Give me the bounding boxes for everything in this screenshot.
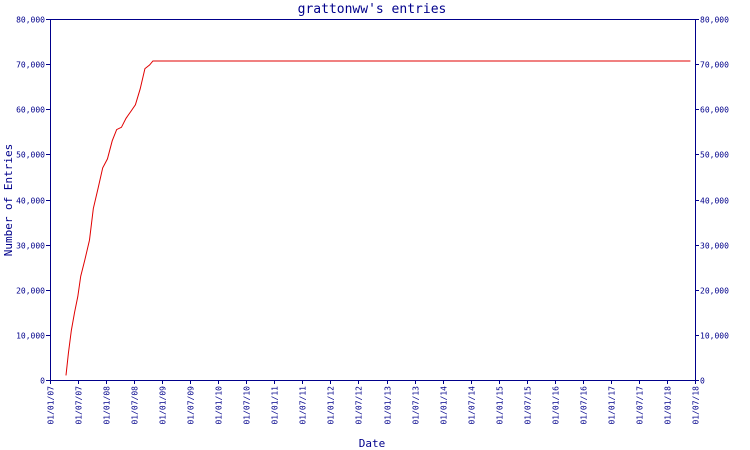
y-tick-label-left: 10,000 [16,332,45,341]
y-tick-label-right: 50,000 [700,151,729,160]
series-line-0 [65,60,691,376]
x-axis: 01/01/07 01/07/07 01/01/08 01/07/08 01/01/09… [47,380,701,425]
chart-title: grattonww's entries [298,2,447,17]
y-axis-left: 0 10,000 20,000 30,000 40,000 50,000 60,000 70,… [16,16,50,386]
x-tick-label: 01/01/15 [496,386,505,425]
x-tick-label: 01/01/08 [103,386,112,425]
y-axis-right: 0 10,000 20,000 30,000 40,000 50,000 60,000 70,… [695,16,729,386]
x-tick-label: 01/01/18 [664,386,673,425]
y-tick-label-right: 80,000 [700,16,729,25]
y-tick-label-right: 40,000 [700,197,729,206]
x-tick-label: 01/07/11 [299,386,308,425]
x-tick-label: 01/07/13 [412,386,421,425]
y-tick-label-left: 60,000 [16,106,45,115]
y-tick-label-right: 0 [700,377,705,386]
plot-frame [50,19,696,381]
y-tick-label-left: 20,000 [16,287,45,296]
y-tick-label-left: 70,000 [16,61,45,70]
x-tick-label: 01/07/07 [75,386,84,425]
x-tick-label: 01/07/18 [692,386,701,425]
y-tick-label-right: 60,000 [700,106,729,115]
x-tick-label: 01/01/11 [271,386,280,425]
x-tick-label: 01/07/17 [636,386,645,425]
x-tick-label: 01/01/14 [440,386,449,425]
x-tick-label: 01/07/09 [187,386,196,425]
x-tick-label: 01/01/12 [327,386,336,425]
y-tick-label-left: 80,000 [16,16,45,25]
x-tick-label: 01/07/10 [243,386,252,425]
y-tick-label-left: 40,000 [16,197,45,206]
x-tick-label: 01/01/09 [159,386,168,425]
y-axis-label: Number of Entries [2,144,15,257]
y-tick-label-right: 10,000 [700,332,729,341]
x-tick-label: 01/01/10 [215,386,224,425]
x-tick-label: 01/01/17 [608,386,617,425]
x-tick-label: 01/07/12 [355,386,364,425]
y-tick-label-right: 70,000 [700,61,729,70]
x-axis-label: Date [359,437,386,450]
y-tick-label-left: 30,000 [16,242,45,251]
y-tick-label-right: 20,000 [700,287,729,296]
x-tick-label: 01/01/13 [384,386,393,425]
x-tick-label: 01/01/16 [552,386,561,425]
y-tick-label-left: 50,000 [16,151,45,160]
x-tick-label: 01/07/15 [524,386,533,425]
x-tick-label: 01/07/14 [468,386,477,425]
x-tick-label: 01/07/08 [131,386,140,425]
x-tick-label: 01/01/07 [47,386,56,425]
series-group [65,60,691,376]
x-tick-label: 01/07/16 [580,386,589,425]
y-tick-label-right: 30,000 [700,242,729,251]
y-tick-label-left: 0 [40,377,45,386]
